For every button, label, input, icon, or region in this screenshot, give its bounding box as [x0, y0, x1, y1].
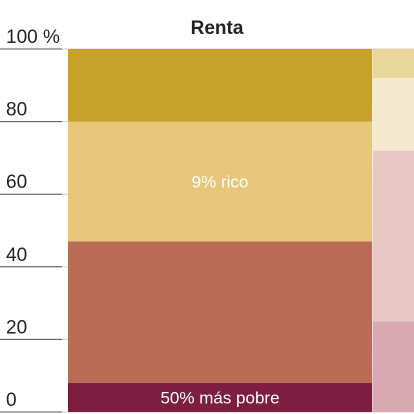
- y-tick-label-40: 40: [6, 245, 27, 266]
- y-tick-label-80: 80: [6, 100, 27, 121]
- bars: 50% más pobre 9% rico: [68, 49, 414, 412]
- flow-band-2: [372, 78, 373, 242]
- next-column-segment-3: [373, 49, 414, 79]
- next-column-segment-0: [373, 321, 414, 412]
- bar-segment-top: [68, 49, 372, 122]
- next-column-segment-2: [373, 78, 414, 151]
- flow-band-1: [372, 150, 373, 383]
- next-column-segment-1: [373, 150, 414, 322]
- segment-label-rich-9: 9% rico: [192, 172, 249, 191]
- y-axis: 0 20 40 60 80 100 %: [0, 27, 62, 413]
- y-tick-label-0: 0: [6, 390, 17, 411]
- chart-title: Renta: [191, 18, 244, 39]
- flow-band-0: [372, 321, 373, 412]
- bar-segment-rich-9: [68, 121, 372, 242]
- flow-band-3: [372, 49, 373, 122]
- y-tick-label-100: 100 %: [6, 27, 60, 48]
- bar-segment-middle: [68, 241, 372, 383]
- y-tick-label-60: 60: [6, 172, 27, 193]
- y-tick-label-20: 20: [6, 317, 27, 338]
- bar-segment-poorest-50: [68, 382, 372, 412]
- segment-label-poorest-50: 50% más pobre: [160, 388, 279, 407]
